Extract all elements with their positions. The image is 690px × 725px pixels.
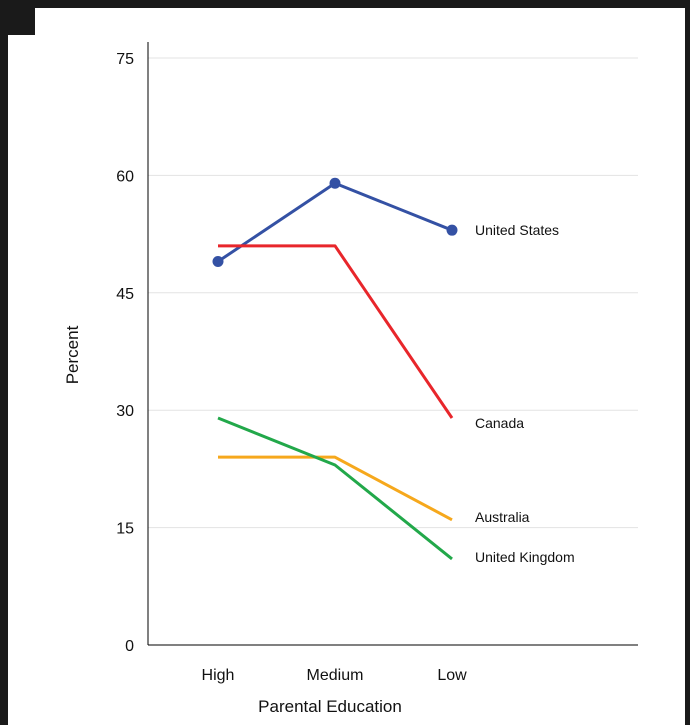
series-line-united-kingdom bbox=[217, 416, 453, 561]
series-label-canada: Canada bbox=[475, 415, 524, 431]
series-label-australia: Australia bbox=[475, 509, 530, 525]
series-line-canada bbox=[218, 244, 454, 419]
y-axis-title: Percent bbox=[63, 325, 82, 384]
point-united-states-high bbox=[212, 255, 224, 267]
y-tick-label-30: 30 bbox=[116, 403, 134, 420]
series-line-united-states bbox=[217, 181, 453, 263]
y-tick-label-45: 45 bbox=[116, 286, 134, 303]
y-tick-label-0: 0 bbox=[125, 638, 134, 655]
x-tick-label-low: Low bbox=[437, 667, 467, 684]
x-tick-label-high: High bbox=[202, 667, 235, 684]
y-tick-label-15: 15 bbox=[116, 521, 134, 538]
series-label-united-kingdom: United Kingdom bbox=[475, 549, 575, 565]
y-tick-label-60: 60 bbox=[116, 168, 134, 185]
corner-block bbox=[8, 8, 35, 35]
series-lines bbox=[212, 177, 458, 561]
point-united-states-medium bbox=[329, 177, 341, 189]
gridlines bbox=[148, 57, 638, 529]
series-line-australia bbox=[218, 455, 453, 522]
chart-panel bbox=[8, 8, 685, 725]
x-tick-label-medium: Medium bbox=[307, 667, 364, 684]
y-tick-labels: 0 15 30 45 60 75 bbox=[116, 51, 134, 655]
x-axis-title: Parental Education bbox=[258, 697, 402, 716]
y-tick-label-75: 75 bbox=[116, 51, 134, 68]
x-tick-labels: High Medium Low bbox=[202, 667, 468, 684]
series-label-united-states: United States bbox=[475, 222, 559, 238]
point-united-states-low bbox=[446, 224, 458, 236]
axes bbox=[147, 42, 638, 646]
series-labels: United States Canada Australia United Kingd… bbox=[475, 222, 575, 565]
